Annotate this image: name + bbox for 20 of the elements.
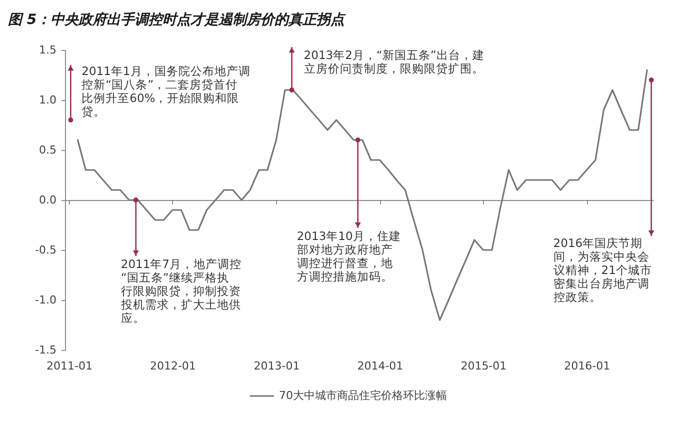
y-tick-label: -1.5 bbox=[35, 344, 56, 356]
x-tick-label: 2014-01 bbox=[357, 360, 404, 372]
annotation: 2016年国庆节期间，为落实中央会议精神，21个城市密集出台房地产调控政策。 bbox=[553, 236, 652, 304]
annotation: 2013年2月，“新国五条”出台，建立房价问责制度，限购限贷扩围。 bbox=[304, 48, 484, 76]
y-tick-label: 1.0 bbox=[39, 94, 56, 106]
x-tick-label: 2015-01 bbox=[460, 360, 507, 372]
y-tick-label: 0.0 bbox=[39, 194, 56, 206]
x-tick-label: 2011-01 bbox=[46, 360, 92, 372]
chart-title: 图 5：中央政府出手调控时点才是遏制房价的真正拐点 bbox=[8, 11, 347, 28]
annotation: 2011年1月，国务院公布地产调控新“国八条”，二套房贷首付比例升至60%，开始限购和限贷。 bbox=[82, 64, 250, 118]
y-tick-label: -1.0 bbox=[35, 294, 56, 306]
y-tick-label: 1.5 bbox=[39, 44, 56, 56]
x-tick-label: 2012-01 bbox=[150, 360, 196, 372]
legend-label: 70大中城市商品住宅价格环比涨幅 bbox=[279, 389, 447, 402]
x-tick-label: 2013-01 bbox=[254, 360, 300, 372]
y-tick-label: -0.5 bbox=[35, 244, 56, 256]
annotation: 2011年7月，地产调控“国五条”继续严格执行限购限贷，抑制投资投机需求，扩大土地供应。 bbox=[120, 257, 242, 325]
y-tick-label: 0.5 bbox=[39, 144, 56, 156]
x-tick-label: 2016-01 bbox=[564, 360, 610, 372]
annotation: 2013年10月，住建部对地方政府地产调控进行督查，地方调控措施加码。 bbox=[296, 229, 401, 284]
